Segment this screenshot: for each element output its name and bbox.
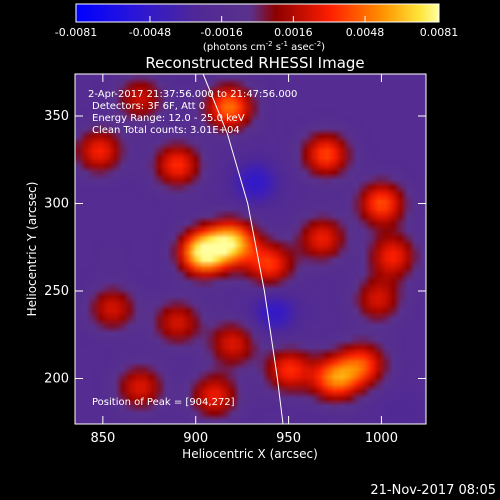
- y-tick-label: 200: [44, 372, 69, 387]
- heatmap-chart: Reconstructed RHESSI Image 850 900 950 1000…: [25, 55, 427, 461]
- colorbar-tick-label: 0.0016: [274, 26, 313, 39]
- x-axis-label: Heliocentric X (arcsec): [182, 447, 318, 461]
- x-tick-label: 1000: [365, 431, 398, 446]
- x-tick-label: 850: [90, 431, 115, 446]
- y-axis-label: Heliocentric Y (arcsec): [25, 182, 39, 317]
- y-tick-label: 250: [44, 284, 69, 299]
- axis-ticks: 850 900 950 1000 200 250 300 350: [44, 74, 426, 446]
- footer-timestamp: 21-Nov-2017 08:05: [370, 483, 496, 498]
- colorbar-ticks: -0.0081 -0.0048 -0.0016 0.0016 0.0048 0.0081: [55, 16, 458, 39]
- plot-frame: [74, 73, 427, 425]
- annotation-energy: Energy Range: 12.0 - 25.0 keV: [92, 113, 245, 124]
- colorbar-tick-label: -0.0048: [129, 26, 171, 39]
- annotations: 2-Apr-2017 21:37:56.000 to 21:47:56.000 …: [88, 89, 297, 408]
- colorbar-tick-label: -0.0016: [200, 26, 242, 39]
- solar-limb-curve: [202, 73, 284, 425]
- heatmap-image: [75, 74, 426, 424]
- colorbar-gradient: [76, 4, 439, 22]
- colorbar-units: (photons cm-2 s-1 asec-2): [203, 40, 325, 53]
- annotation-time: 2-Apr-2017 21:37:56.000 to 21:47:56.000: [88, 89, 297, 100]
- y-tick-label: 300: [44, 197, 69, 212]
- x-tick-label: 950: [276, 431, 301, 446]
- y-tick-label: 350: [44, 109, 69, 124]
- plot-area: [74, 73, 427, 425]
- colorbar-tick-label: -0.0081: [55, 26, 97, 39]
- annotation-detectors: Detectors: 3F 6F, Att 0: [92, 101, 205, 112]
- x-tick-label: 900: [183, 431, 208, 446]
- colorbar-tick-label: 0.0081: [420, 26, 459, 39]
- annotation-clean: Clean Total counts: 3.01E+04: [92, 125, 240, 136]
- chart-title: Reconstructed RHESSI Image: [145, 55, 364, 72]
- colorbar: -0.0081 -0.0048 -0.0016 0.0016 0.0048 0.0081 …: [55, 3, 458, 53]
- colorbar-frame: [75, 3, 440, 23]
- annotation-peak: Position of Peak = [904,272]: [92, 397, 235, 408]
- colorbar-tick-label: 0.0048: [346, 26, 385, 39]
